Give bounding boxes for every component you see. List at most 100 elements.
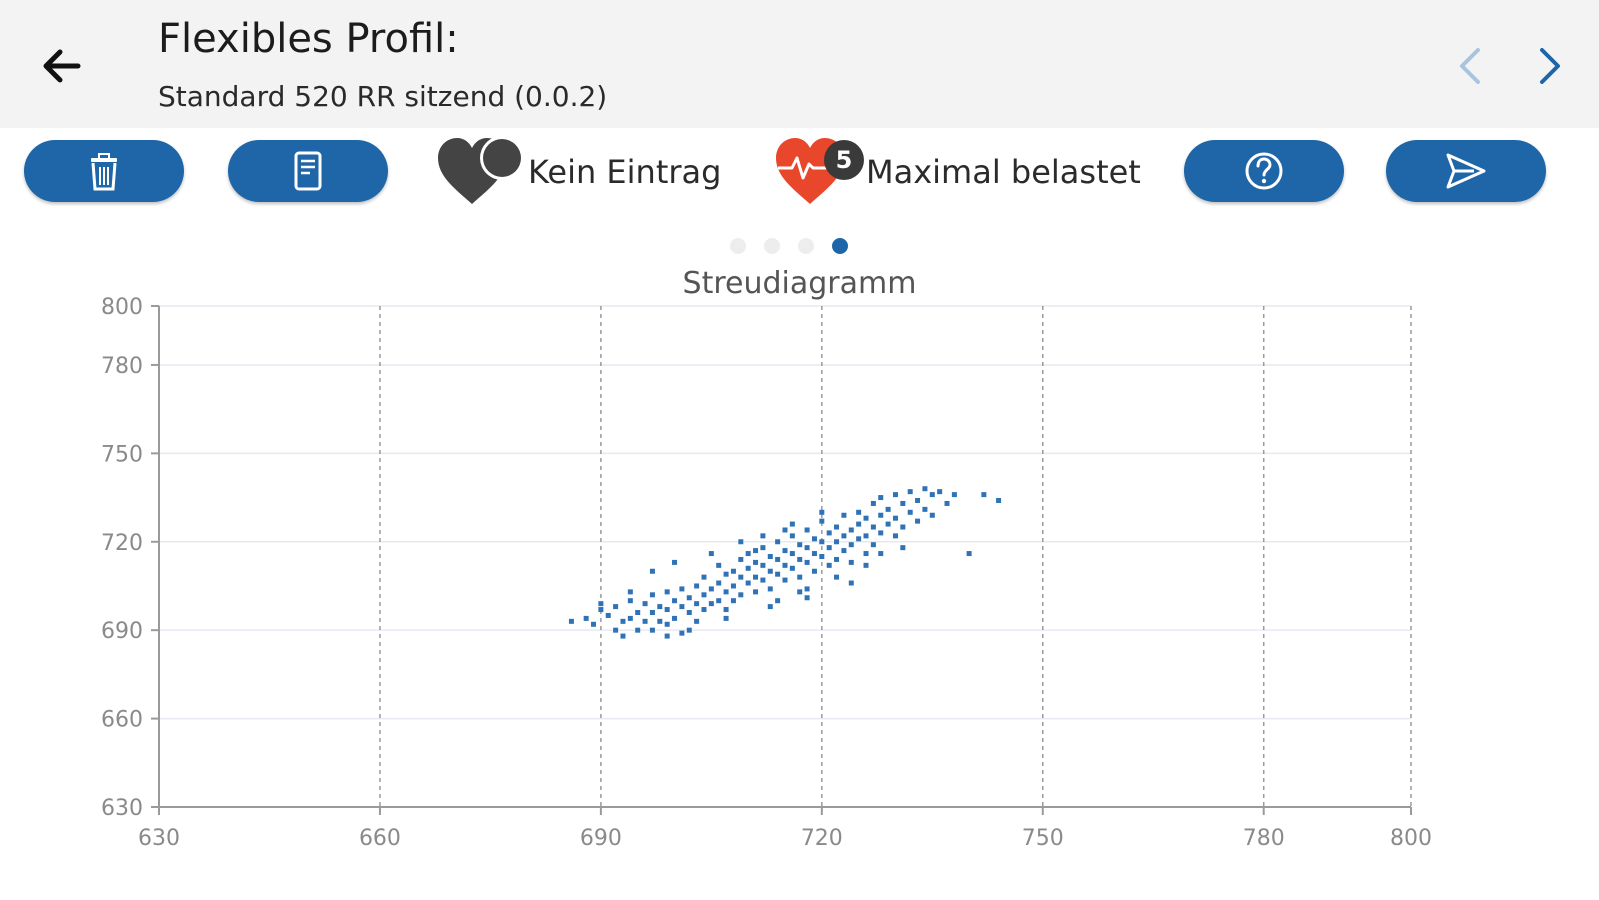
- scatter-point: [870, 542, 876, 548]
- scatter-point: [811, 536, 817, 542]
- scatter-point: [598, 601, 604, 607]
- scatter-point: [841, 548, 847, 554]
- scatter-point: [738, 574, 744, 580]
- scatter-point: [664, 589, 670, 595]
- scatter-point: [767, 568, 773, 574]
- scatter-point: [723, 607, 729, 613]
- heart-pulse-red-icon: 5: [772, 134, 868, 210]
- scatter-point: [767, 586, 773, 592]
- scatter-point: [856, 536, 862, 542]
- scatter-point: [745, 565, 751, 571]
- toolbar: Kein Eintrag 5 Maximal belastet: [0, 128, 1599, 228]
- scatter-point: [568, 618, 574, 624]
- scatter-point: [789, 551, 795, 557]
- question-circle-icon: [1245, 152, 1283, 190]
- scatter-point: [834, 524, 840, 530]
- scatter-point: [878, 495, 884, 501]
- scatter-point: [782, 562, 788, 568]
- y-tick-label: 660: [101, 708, 143, 733]
- scatter-point: [804, 586, 810, 592]
- scatter-point: [789, 565, 795, 571]
- scatter-point: [804, 595, 810, 601]
- scatter-point: [591, 621, 597, 627]
- scatter-point: [694, 601, 700, 607]
- scatter-point: [672, 559, 678, 565]
- scatter-point: [929, 512, 935, 518]
- scatter-point: [797, 542, 803, 548]
- help-button[interactable]: [1184, 140, 1344, 202]
- y-tick-label: 690: [101, 619, 143, 644]
- scatter-point: [892, 515, 898, 521]
- scatter-point: [694, 583, 700, 589]
- scatter-point: [723, 615, 729, 621]
- profile-subtitle: Standard 520 RR sitzend (0.0.2): [158, 80, 608, 113]
- delete-button[interactable]: [24, 140, 184, 202]
- scatter-point: [642, 601, 648, 607]
- scatter-point: [730, 598, 736, 604]
- scatter-point: [657, 618, 663, 624]
- scatter-point: [848, 527, 854, 533]
- scatter-point: [870, 524, 876, 530]
- scatter-point: [863, 515, 869, 521]
- scatter-point: [679, 604, 685, 610]
- scatter-point: [937, 489, 943, 495]
- scatter-point: [649, 592, 655, 598]
- arrow-left-icon: [43, 49, 81, 83]
- scatter-point: [878, 512, 884, 518]
- scatter-point: [701, 592, 707, 598]
- scatter-point: [922, 486, 928, 492]
- scatter-point: [738, 539, 744, 545]
- scatter-point: [863, 551, 869, 557]
- scatter-point: [996, 498, 1002, 504]
- scatter-point: [753, 559, 759, 565]
- entry-status-label: Kein Eintrag: [528, 153, 722, 191]
- scatter-point: [686, 609, 692, 615]
- scatter-point: [922, 506, 928, 512]
- scatter-point: [944, 500, 950, 506]
- scatter-point: [708, 551, 714, 557]
- page-dot-active[interactable]: [832, 238, 848, 254]
- scatter-point: [789, 533, 795, 539]
- scatter-point: [738, 556, 744, 562]
- scatter-point: [915, 518, 921, 524]
- scatter-point: [848, 580, 854, 586]
- scatter-point: [819, 509, 825, 515]
- previous-button[interactable]: [1450, 42, 1490, 90]
- scatter-point: [642, 618, 648, 624]
- scatter-point: [878, 551, 884, 557]
- x-tick-label: 630: [138, 826, 180, 851]
- scatter-point: [738, 592, 744, 598]
- back-button[interactable]: [38, 42, 86, 90]
- scatter-point: [716, 562, 722, 568]
- scatter-point: [848, 559, 854, 565]
- document-button[interactable]: [228, 140, 388, 202]
- scatter-point: [716, 598, 722, 604]
- scatter-point: [598, 607, 604, 613]
- scatter-point: [657, 604, 663, 610]
- scatter-point: [797, 556, 803, 562]
- document-icon: [294, 151, 322, 191]
- scatter-point: [767, 554, 773, 559]
- scatter-point: [900, 500, 906, 506]
- next-button[interactable]: [1530, 42, 1570, 90]
- page-dot[interactable]: [764, 238, 780, 254]
- scatter-point: [856, 509, 862, 515]
- load-status-label: Maximal belastet: [866, 153, 1141, 191]
- scatter-point: [620, 633, 626, 639]
- scatter-point: [716, 580, 722, 586]
- y-tick-label: 750: [101, 442, 143, 467]
- y-tick-label: 800: [101, 295, 143, 320]
- chevron-left-icon: [1460, 48, 1480, 84]
- page-dot[interactable]: [798, 238, 814, 254]
- scatter-point: [649, 568, 655, 574]
- scatter-point: [900, 545, 906, 551]
- send-button[interactable]: [1386, 140, 1546, 202]
- scatter-point: [708, 601, 714, 607]
- page-dot[interactable]: [730, 238, 746, 254]
- scatter-point: [811, 568, 817, 574]
- scatter-point: [951, 492, 957, 498]
- scatter-point: [907, 509, 913, 515]
- scatter-point: [782, 527, 788, 533]
- scatter-point: [723, 571, 729, 577]
- scatter-point: [826, 562, 832, 568]
